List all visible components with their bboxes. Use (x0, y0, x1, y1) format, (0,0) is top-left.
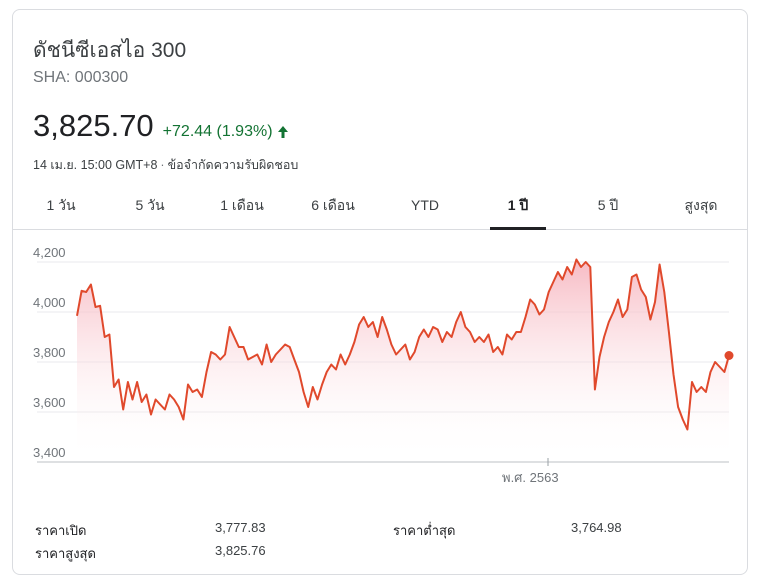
tab-1-day[interactable]: 1 วัน (46, 197, 76, 213)
current-price: 3,825.70 (33, 108, 154, 143)
high-value: 3,825.76 (215, 543, 266, 558)
price-line (76, 258, 730, 431)
price-chart: 4,200 4,000 3,800 3,600 3,400 พ.ศ. 2563 (33, 245, 734, 485)
ticker-symbol: SHA: 000300 (33, 69, 129, 86)
tab-ytd[interactable]: YTD (411, 197, 439, 213)
tab-max[interactable]: สูงสุด (684, 197, 718, 213)
low-value: 3,764.98 (571, 520, 622, 535)
stock-card: ดัชนีซีเอสไอ 300 SHA: 000300 3,825.70 +7… (12, 9, 748, 575)
open-label: ราคาเปิด (35, 523, 87, 538)
high-label: ราคาสูงสุด (35, 546, 96, 561)
timestamp: 14 เม.ย. 15:00 GMT+8 (33, 158, 158, 172)
price-change: +72.44 (1.93%) (163, 123, 289, 141)
low-label: ราคาต่ำสุด (393, 523, 456, 538)
y-tick-label: 3,600 (33, 395, 66, 410)
index-title: ดัชนีซีเอสไอ 300 (33, 39, 187, 62)
price-area-fill (77, 259, 729, 462)
y-tick-label: 4,000 (33, 295, 66, 310)
separator-dot: · (160, 158, 165, 172)
open-value: 3,777.83 (215, 520, 266, 535)
tab-6-month[interactable]: 6 เดือน (311, 197, 355, 213)
tab-5-day[interactable]: 5 วัน (135, 197, 165, 213)
y-tick-label: 3,400 (33, 445, 66, 460)
y-tick-label: 4,200 (33, 245, 66, 260)
current-price-dot (724, 351, 734, 360)
tab-1-month[interactable]: 1 เดือน (220, 197, 264, 213)
stats-table: ราคาเปิด 3,777.83 ราคาต่ำสุด 3,764.98 รา… (35, 508, 735, 568)
disclaimer-link[interactable]: ข้อจำกัดความรับผิดชอบ (167, 158, 299, 172)
y-tick-label: 3,800 (33, 345, 66, 360)
tab-5-year[interactable]: 5 ปี (597, 197, 619, 213)
x-tick-label: พ.ศ. 2563 (502, 470, 559, 485)
timestamp-line: 14 เม.ย. 15:00 GMT+8 · ข้อจำกัดความรับผิดช… (33, 155, 298, 175)
arrow-up-icon (277, 125, 289, 139)
price-row: 3,825.70 +72.44 (1.93%) (33, 108, 289, 144)
tab-1-year[interactable]: 1 ปี (490, 182, 546, 230)
price-change-text: +72.44 (1.93%) (162, 123, 273, 140)
range-tabs: 1 วัน 5 วัน 1 เดือน 6 เดือน YTD 1 ปี 5 ป… (13, 182, 747, 230)
